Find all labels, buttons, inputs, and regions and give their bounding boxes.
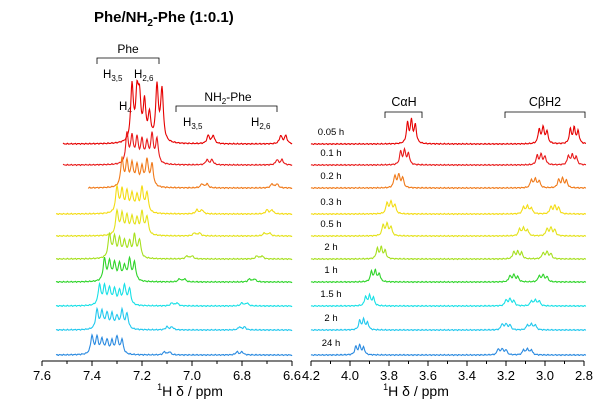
left-spectrum-6 <box>55 255 293 284</box>
nh2phe-group-label: NH2-Phe <box>204 90 251 106</box>
left-tick-label-5: 6.6 <box>283 368 301 383</box>
right-tick-label-1: 4.0 <box>341 368 359 383</box>
right-tick-label-7: 2.8 <box>575 368 593 383</box>
right-spectrum-6 <box>310 268 587 284</box>
time-label-9: 24 h <box>322 338 341 349</box>
time-label-7: 1.5 h <box>320 289 341 300</box>
right-spectrum-5 <box>310 245 587 261</box>
left-tick-label-2: 7.2 <box>133 368 151 383</box>
chart-title: Phe/NH2-Phe (1:0.1) <box>94 9 234 29</box>
cbeta-label: CβH2 <box>529 95 561 109</box>
left-x-axis: 7.6 7.4 7.2 7.0 6.8 6.6 <box>33 360 301 383</box>
right-tick-label-6: 3.0 <box>536 368 554 383</box>
left-tick-label-0: 7.6 <box>33 368 51 383</box>
phe-h26-label: H2,6 <box>134 69 154 83</box>
right-spectrum-7 <box>310 292 587 308</box>
right-spectrum-1 <box>310 146 587 167</box>
right-tick-label-2: 3.8 <box>380 368 398 383</box>
right-spectrum-3 <box>310 199 586 216</box>
time-label-6: 1 h <box>324 265 337 276</box>
left-tick-label-4: 6.8 <box>233 368 251 383</box>
right-spectrum-8 <box>310 316 587 332</box>
calpha-annotation: CαH <box>384 95 423 118</box>
right-spectrum-4 <box>310 220 587 238</box>
right-tick-label-5: 3.2 <box>497 368 515 383</box>
left-spectrum-5 <box>56 232 293 261</box>
left-spectrum-7 <box>55 281 293 308</box>
phe-group-label: Phe <box>117 42 139 56</box>
left-x-axis-label: 1H δ / ppm <box>157 382 223 399</box>
left-tick-label-1: 7.4 <box>83 368 101 383</box>
cbeta-annotation: CβH2 <box>504 95 586 118</box>
phe-group-annotation: Phe <box>96 42 160 64</box>
nh2phe-h35-label: H3,5 <box>183 117 203 131</box>
nh2phe-h26-label: H2,6 <box>251 117 271 131</box>
left-spectrum-8 <box>55 306 293 332</box>
left-tick-label-3: 7.0 <box>183 368 201 383</box>
right-x-axis: 4.2 4.0 3.8 3.6 3.4 3.2 3.0 2.8 <box>302 360 593 383</box>
right-spectra-group <box>310 117 587 357</box>
time-label-1: 0.1 h <box>320 148 341 159</box>
left-spectrum-9 <box>55 333 293 357</box>
time-label-0: 0.05 h <box>318 127 344 138</box>
left-spectrum-0 <box>62 79 293 146</box>
left-spectrum-3 <box>56 183 293 216</box>
right-tick-label-0: 4.2 <box>302 368 320 383</box>
time-labels-group: 0.05 h 0.1 h 0.2 h 0.3 h 0.5 h 2 h 1 h 1.5 h 2 h… <box>318 127 344 349</box>
right-spectrum-2 <box>310 172 587 190</box>
left-spectra-group <box>55 79 293 357</box>
time-label-2: 0.2 h <box>320 171 341 182</box>
time-label-5: 2 h <box>324 242 337 253</box>
time-label-8: 2 h <box>324 313 337 324</box>
phe-h4-label: H4 <box>119 101 132 115</box>
left-spectrum-4 <box>56 207 293 238</box>
right-spectrum-0 <box>310 117 586 146</box>
left-spectrum-2 <box>87 156 293 190</box>
left-spectrum-1 <box>62 131 293 167</box>
right-spectrum-9 <box>310 343 587 357</box>
right-x-axis-label: 1H δ / ppm <box>383 382 449 399</box>
nh2phe-group-annotation: NH2-Phe <box>175 90 278 112</box>
time-label-4: 0.5 h <box>320 219 341 230</box>
calpha-label: CαH <box>391 95 416 109</box>
right-tick-label-4: 3.4 <box>458 368 476 383</box>
right-tick-label-3: 3.6 <box>419 368 437 383</box>
time-label-3: 0.3 h <box>320 197 341 208</box>
phe-h35-label: H3,5 <box>103 69 123 83</box>
